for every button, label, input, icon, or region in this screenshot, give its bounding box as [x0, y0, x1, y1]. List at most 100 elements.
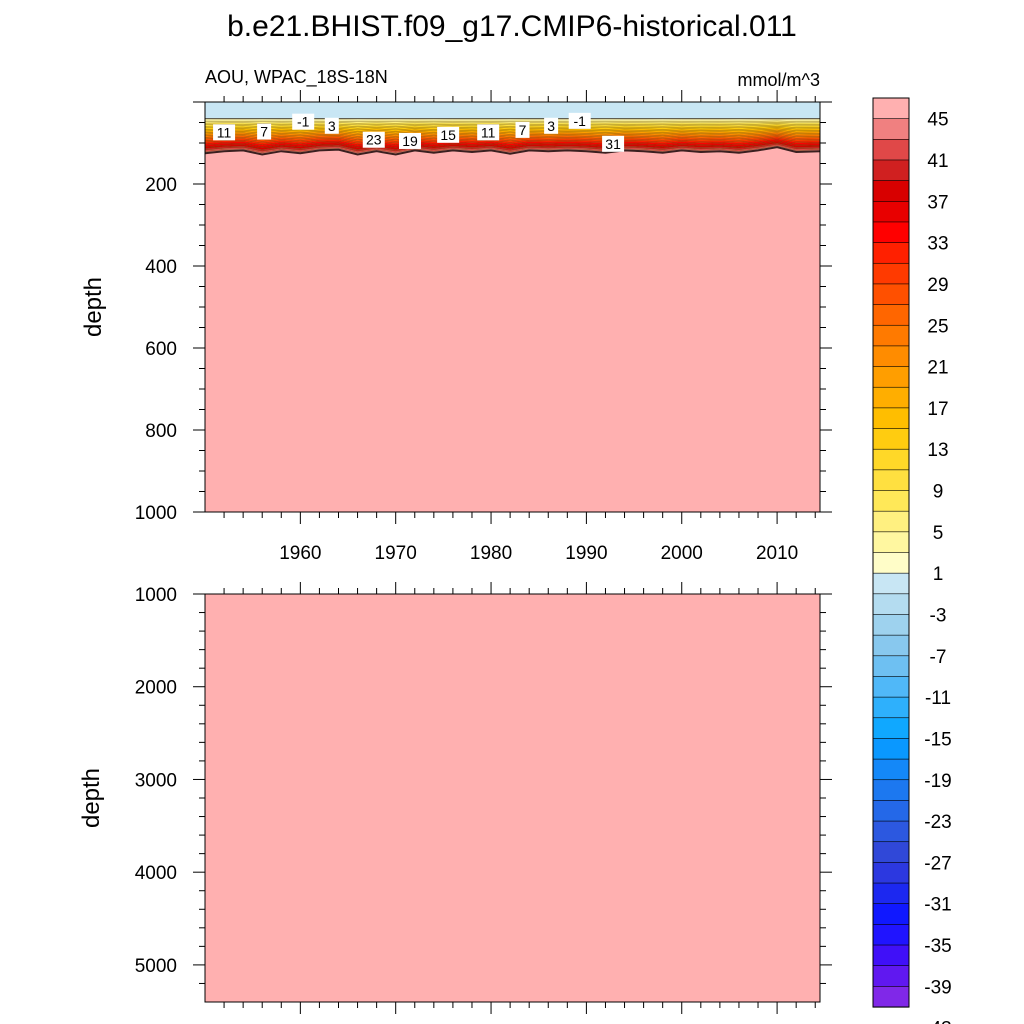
contour-label: 7: [260, 124, 268, 140]
contour-label-box: [324, 117, 339, 134]
lower-y-axis-label: depth: [78, 768, 105, 828]
colorbar-swatch: [872, 614, 910, 636]
colorbar-label: 17: [927, 399, 948, 420]
colorbar-swatch: [872, 262, 910, 285]
colorbar-swatch: [872, 97, 910, 120]
colorbar-swatch: [872, 510, 910, 533]
y-tick-label: 1000: [135, 503, 177, 524]
contour-label-box: [568, 112, 591, 129]
colorbar-swatch: [872, 345, 910, 368]
colorbar-swatch: [872, 862, 910, 884]
y-tick-label: 800: [145, 421, 177, 442]
contour-label-box: [602, 135, 625, 152]
upper-plot-area: [204, 102, 821, 512]
colorbar-label: -39: [924, 977, 951, 998]
colorbar: 45 41 37 33 29 25 21 17 13 9 5 1 -3 -7 -11 -15 -19 -23 -27…: [872, 97, 952, 1024]
colorbar-label: 25: [927, 316, 948, 337]
y-tick-label: 200: [145, 175, 177, 196]
x-tick-label: 2000: [661, 543, 703, 564]
colorbar-frame: [872, 97, 910, 1008]
colorbar-swatch: [872, 841, 910, 863]
contour-label: -1: [573, 113, 586, 129]
upper-left-label: AOU, WPAC_18S-18N: [205, 67, 388, 88]
colorbar-swatch: [872, 324, 910, 347]
colorbar-swatch: [872, 820, 910, 843]
x-tick-label: 2010: [756, 543, 798, 564]
colorbar-label: 9: [933, 482, 944, 503]
colorbar-label: 1: [933, 564, 944, 585]
y-tick-label: 3000: [135, 770, 177, 791]
deep-fill: [205, 102, 820, 512]
colorbar-label: -27: [924, 853, 951, 874]
colorbar-swatch: [872, 490, 910, 512]
lower-axes: 1000 2000 3000 4000 5000: [135, 582, 832, 1014]
colorbar-label: -43: [924, 1019, 951, 1024]
colorbar-swatch: [872, 758, 910, 781]
colorbar-swatch: [872, 882, 910, 905]
colorbar-label: -7: [930, 647, 947, 668]
colorbar-swatch: [872, 717, 910, 740]
colorbar-label: -35: [924, 936, 951, 957]
contour-label-box: [399, 132, 421, 149]
upper-axes: 200 400 600 800 1000 1960 1970 1980 1990 2000 2010: [135, 90, 832, 564]
colorbar-swatch: [872, 159, 910, 182]
colorbar-swatch: [872, 407, 910, 430]
contour-label: 3: [547, 118, 555, 134]
contour-label-box: [477, 124, 500, 141]
colorbar-swatch: [872, 696, 910, 719]
lower-panel: 1000 2000 3000 4000 5000 depth: [78, 582, 832, 1014]
colorbar-swatch: [872, 779, 910, 802]
contour-label: 11: [481, 124, 496, 140]
contour-label: 19: [402, 133, 418, 149]
contour-label-box: [437, 126, 460, 143]
colorbar-label: 37: [927, 192, 948, 213]
colorbar-swatch: [872, 965, 910, 987]
upper-y-axis-label: depth: [80, 277, 107, 337]
contour-label: -1: [297, 114, 310, 130]
colorbar-swatch: [872, 800, 910, 822]
colorbar-label: -23: [924, 812, 951, 833]
colorbar-swatch: [872, 903, 910, 925]
colorbar-swatch: [872, 283, 910, 306]
surface-layer: [205, 102, 820, 119]
colorbar-swatch: [872, 139, 910, 161]
colorbar-label: 45: [927, 110, 948, 131]
colorbar-label: 41: [927, 151, 948, 172]
figure-title: b.e21.BHIST.f09_g17.CMIP6-historical.011: [227, 10, 797, 43]
contour-label: 3: [328, 118, 336, 134]
colorbar-swatch: [872, 944, 910, 967]
contour-label-box: [257, 123, 272, 140]
colorbar-label: 13: [927, 440, 948, 461]
colorbar-label: 21: [927, 358, 948, 379]
colorbar-swatch: [872, 986, 910, 1008]
colorbar-swatch: [872, 242, 910, 264]
colorbar-swatch: [872, 448, 910, 471]
contour-label: 15: [440, 127, 456, 143]
x-tick-label: 1980: [470, 543, 512, 564]
x-tick-label: 1970: [375, 543, 417, 564]
contour-label: 23: [366, 132, 382, 148]
y-tick-label: 4000: [135, 863, 177, 884]
colorbar-label: 33: [927, 234, 948, 255]
colorbar-swatch: [872, 180, 910, 202]
upper-right-label: mmol/m^3: [738, 70, 820, 90]
contour-label-box: [515, 121, 530, 138]
thermocline-edge: [204, 146, 821, 156]
contour-label-box: [544, 117, 559, 134]
colorbar-swatch: [872, 924, 910, 946]
colorbar-label: -11: [925, 688, 951, 709]
contour-label-box: [292, 113, 315, 130]
colorbar-swatch: [872, 676, 910, 698]
colorbar-swatch: [872, 386, 910, 409]
y-tick-label: 400: [145, 257, 177, 278]
x-tick-label: 1960: [279, 543, 321, 564]
colorbar-swatch: [872, 572, 910, 595]
colorbar-swatch: [872, 634, 910, 657]
colorbar-label: -3: [930, 606, 947, 627]
contour-labels: 11 7 -1 3 23 19 15 11 7 3 -1 31: [213, 112, 625, 152]
colorbar-swatch: [872, 531, 910, 554]
colorbar-swatch: [872, 469, 910, 492]
colorbar-label: -31: [924, 895, 951, 916]
contour-label: 7: [519, 122, 527, 138]
